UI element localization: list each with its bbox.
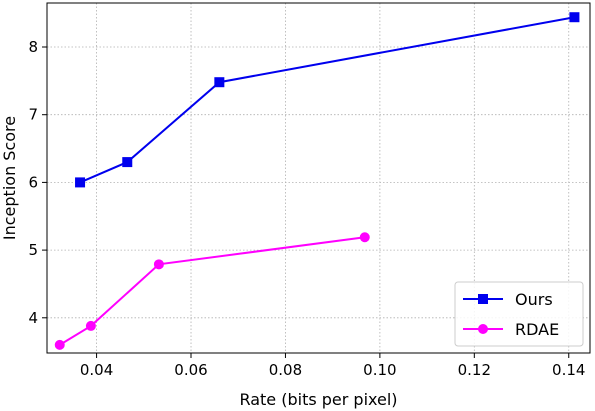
legend-entry-ours: Ours bbox=[463, 290, 553, 309]
series-line-rdae bbox=[59, 236, 365, 346]
y-tick-label: 5 bbox=[28, 241, 38, 259]
x-tick-label: 0.06 bbox=[174, 361, 207, 379]
x-tick-label: 0.08 bbox=[269, 361, 302, 379]
legend-entry-rdae: RDAE bbox=[463, 320, 559, 339]
legend-marker-ours bbox=[478, 294, 488, 304]
y-tick-label: 4 bbox=[28, 309, 38, 327]
legend-label-rdae: RDAE bbox=[515, 320, 559, 339]
y-tick-label: 8 bbox=[28, 38, 38, 56]
x-tick-label: 0.14 bbox=[552, 361, 585, 379]
series-rdae bbox=[54, 232, 370, 350]
x-tick-label: 0.12 bbox=[458, 361, 491, 379]
legend-label-ours: Ours bbox=[515, 290, 553, 309]
data-point-rdae bbox=[359, 232, 370, 243]
x-axis-label: Rate (bits per pixel) bbox=[239, 390, 397, 409]
ticks: 0.04 0.06 0.08 0.10 0.12 0.14 4 5 6 7 8 bbox=[28, 38, 585, 379]
series-line-ours bbox=[79, 16, 575, 184]
y-axis-label: Inception Score bbox=[0, 116, 19, 240]
series-layer bbox=[54, 12, 580, 350]
data-point-ours bbox=[214, 77, 225, 88]
data-point-rdae bbox=[54, 339, 65, 350]
y-tick-label: 7 bbox=[28, 106, 38, 124]
y-tick-label: 6 bbox=[28, 173, 38, 191]
data-point-ours bbox=[75, 177, 86, 188]
data-point-rdae bbox=[85, 320, 96, 331]
data-point-ours bbox=[122, 157, 133, 168]
series-ours bbox=[75, 12, 580, 188]
plot-frame bbox=[46, 2, 591, 354]
x-tick-label: 0.04 bbox=[80, 361, 113, 379]
legend: Ours RDAE bbox=[454, 281, 584, 347]
data-point-rdae bbox=[153, 259, 164, 270]
legend-marker-rdae bbox=[478, 324, 488, 334]
x-tick-label: 0.10 bbox=[363, 361, 396, 379]
data-point-ours bbox=[569, 12, 580, 23]
